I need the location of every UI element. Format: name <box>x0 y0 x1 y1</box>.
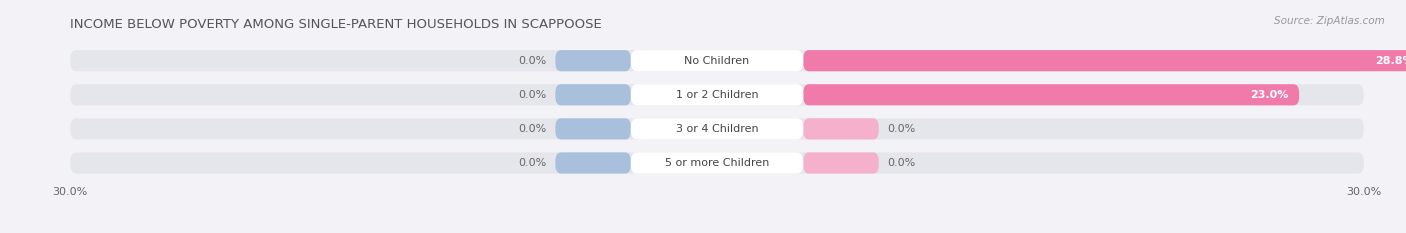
FancyBboxPatch shape <box>555 152 631 174</box>
Text: 23.0%: 23.0% <box>1250 90 1288 100</box>
Text: 0.0%: 0.0% <box>519 124 547 134</box>
Text: 3 or 4 Children: 3 or 4 Children <box>676 124 758 134</box>
FancyBboxPatch shape <box>70 50 1364 71</box>
Text: INCOME BELOW POVERTY AMONG SINGLE-PARENT HOUSEHOLDS IN SCAPPOOSE: INCOME BELOW POVERTY AMONG SINGLE-PARENT… <box>70 18 602 31</box>
FancyBboxPatch shape <box>631 84 803 105</box>
FancyBboxPatch shape <box>631 118 803 140</box>
FancyBboxPatch shape <box>631 50 803 71</box>
FancyBboxPatch shape <box>803 152 879 174</box>
Text: 0.0%: 0.0% <box>519 158 547 168</box>
FancyBboxPatch shape <box>631 152 803 174</box>
FancyBboxPatch shape <box>803 84 1299 105</box>
FancyBboxPatch shape <box>70 84 1364 105</box>
Text: 0.0%: 0.0% <box>519 90 547 100</box>
FancyBboxPatch shape <box>803 118 879 140</box>
Text: No Children: No Children <box>685 56 749 66</box>
Text: Source: ZipAtlas.com: Source: ZipAtlas.com <box>1274 16 1385 26</box>
Text: 0.0%: 0.0% <box>887 158 915 168</box>
Text: 0.0%: 0.0% <box>887 124 915 134</box>
FancyBboxPatch shape <box>70 152 1364 174</box>
Text: 5 or more Children: 5 or more Children <box>665 158 769 168</box>
Text: 28.8%: 28.8% <box>1375 56 1406 66</box>
FancyBboxPatch shape <box>555 84 631 105</box>
Text: 1 or 2 Children: 1 or 2 Children <box>676 90 758 100</box>
Text: 0.0%: 0.0% <box>519 56 547 66</box>
FancyBboxPatch shape <box>555 50 631 71</box>
FancyBboxPatch shape <box>803 50 1406 71</box>
FancyBboxPatch shape <box>70 118 1364 140</box>
FancyBboxPatch shape <box>555 118 631 140</box>
